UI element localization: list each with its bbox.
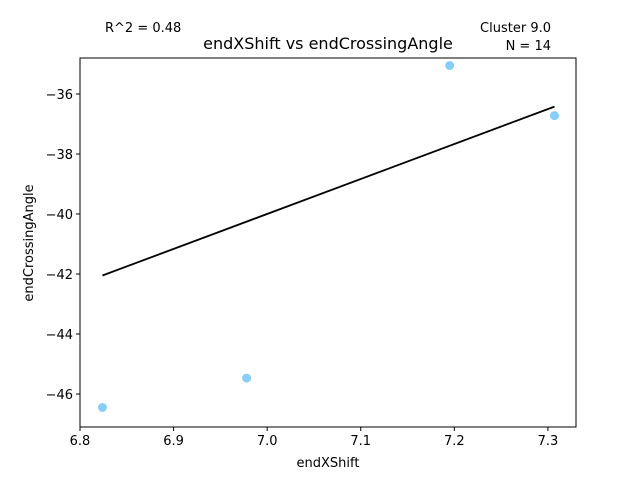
x-tick-label: 7.1 xyxy=(350,434,371,449)
x-axis-ticks: 6.8 6.9 7.0 7.1 7.2 7.3 xyxy=(70,427,559,449)
y-tick-label: −38 xyxy=(46,148,73,163)
x-tick-label: 7.3 xyxy=(538,434,559,449)
y-tick-label: −44 xyxy=(46,328,73,343)
y-axis-label: endCrossingAngle xyxy=(22,184,37,301)
regression-line xyxy=(102,105,555,277)
plot-area xyxy=(97,61,559,412)
data-point xyxy=(242,373,252,383)
y-axis-ticks: −46 −44 −42 −40 −38 −36 xyxy=(46,88,80,403)
data-point xyxy=(549,111,559,121)
y-tick-label: −36 xyxy=(46,88,73,103)
cluster-annotation: Cluster 9.0 xyxy=(480,21,551,36)
data-point xyxy=(445,61,455,70)
r-squared-annotation: R^2 = 0.48 xyxy=(105,21,181,36)
y-tick-label: −46 xyxy=(46,388,73,403)
y-tick-label: −42 xyxy=(46,268,73,283)
x-axis-label: endXShift xyxy=(297,456,360,471)
chart-title: endXShift vs endCrossingAngle xyxy=(203,34,453,53)
x-tick-label: 7.2 xyxy=(444,434,465,449)
x-tick-label: 7.0 xyxy=(257,434,278,449)
y-tick-label: −40 xyxy=(46,208,73,223)
x-tick-label: 6.9 xyxy=(163,434,184,449)
axes-frame xyxy=(79,57,577,428)
data-point xyxy=(97,403,107,412)
n-annotation: N = 14 xyxy=(506,39,551,54)
x-tick-label: 6.8 xyxy=(70,434,91,449)
